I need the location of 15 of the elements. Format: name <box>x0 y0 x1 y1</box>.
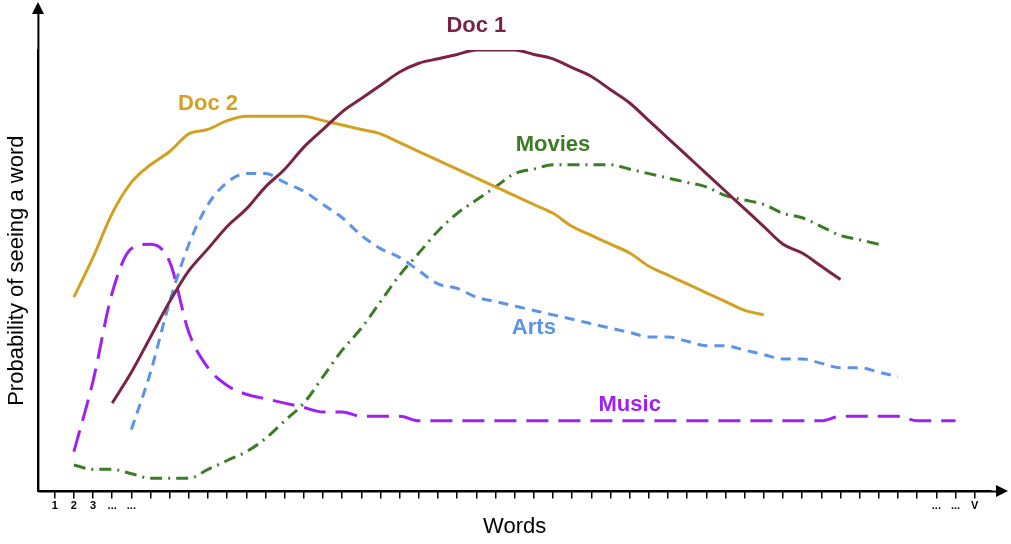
x-tick-label: V <box>971 499 980 512</box>
x-tick-label: 3 <box>89 499 97 512</box>
x-axis-title: Words <box>483 512 547 538</box>
series-label: Arts <box>511 314 556 340</box>
x-tick-label: 2 <box>70 499 77 512</box>
series-label: Music <box>598 390 661 416</box>
series-label: Doc 1 <box>446 12 507 38</box>
x-tick-label: ... <box>931 499 941 512</box>
x-tick-label: ... <box>126 499 136 512</box>
x-tick-label: ... <box>107 499 117 512</box>
series-label: Movies <box>515 130 591 156</box>
series-label: Doc 2 <box>178 89 238 115</box>
x-tick-label: 1 <box>51 499 58 512</box>
x-tick-label: ... <box>950 499 961 512</box>
y-axis-title: Probability of seeing a word <box>3 135 29 406</box>
